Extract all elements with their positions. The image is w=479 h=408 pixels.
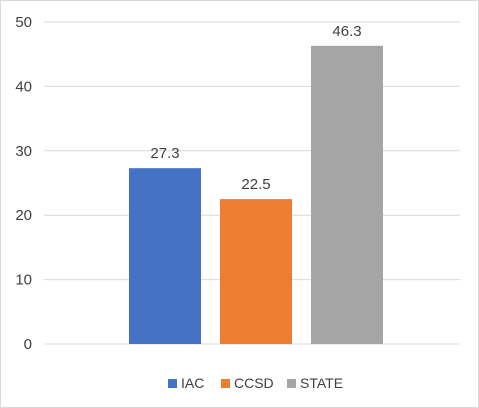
legend-swatch-ccsd bbox=[221, 379, 230, 388]
y-tick-label-40: 40 bbox=[15, 78, 32, 95]
data-label-state: 46.3 bbox=[332, 23, 361, 40]
y-tick-label-20: 20 bbox=[15, 207, 32, 224]
data-label-ccsd: 22.5 bbox=[241, 176, 270, 193]
y-tick-label-0: 0 bbox=[24, 336, 32, 353]
bar-ccsd bbox=[220, 199, 292, 344]
y-axis-tick-labels: 0 10 20 30 40 50 bbox=[15, 14, 32, 353]
bar-iac bbox=[129, 168, 201, 344]
data-labels: 27.3 22.5 46.3 bbox=[150, 23, 361, 193]
legend-swatch-state bbox=[287, 379, 296, 388]
legend-label-state: STATE bbox=[300, 375, 343, 391]
y-tick-label-30: 30 bbox=[15, 143, 32, 160]
data-label-iac: 27.3 bbox=[150, 145, 179, 162]
legend-label-iac: IAC bbox=[181, 375, 204, 391]
y-tick-label-10: 10 bbox=[15, 272, 32, 289]
gridlines bbox=[44, 21, 460, 345]
legend-label-ccsd: CCSD bbox=[234, 375, 274, 391]
bars bbox=[129, 45, 383, 344]
legend: IAC CCSD STATE bbox=[168, 375, 343, 391]
y-tick-label-50: 50 bbox=[15, 14, 32, 31]
bar-state bbox=[311, 45, 383, 344]
legend-swatch-iac bbox=[168, 379, 177, 388]
